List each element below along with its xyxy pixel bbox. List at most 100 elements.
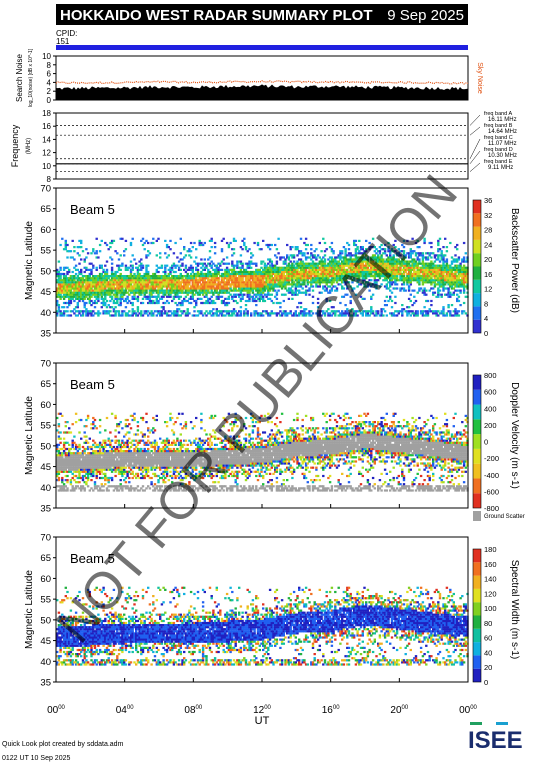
data-cell	[117, 287, 121, 290]
data-cell	[368, 310, 371, 313]
data-cell	[277, 272, 280, 276]
data-cell	[327, 275, 330, 278]
data-cell	[201, 301, 205, 305]
data-cell	[73, 279, 76, 282]
data-cell	[66, 291, 69, 294]
data-cell	[61, 272, 64, 276]
data-cell	[59, 287, 62, 290]
data-cell	[73, 246, 76, 249]
data-cell	[267, 268, 270, 271]
data-cell	[389, 275, 392, 278]
data-cell	[57, 479, 61, 482]
data-cell	[207, 312, 210, 315]
data-cell	[80, 287, 83, 290]
data-cell	[334, 258, 337, 261]
data-cell	[292, 266, 296, 269]
data-cell	[385, 268, 388, 271]
data-cell	[289, 287, 292, 290]
data-cell	[80, 297, 83, 300]
data-cell	[416, 310, 419, 313]
data-cell	[73, 250, 76, 253]
data-cell	[361, 312, 364, 315]
data-cell	[88, 287, 91, 290]
data-cell	[112, 289, 116, 292]
data-cell	[62, 275, 66, 278]
data-cell	[289, 272, 292, 276]
data-cell	[93, 252, 97, 255]
data-cell	[207, 289, 210, 292]
data-cell	[253, 287, 256, 290]
data-cell	[274, 295, 277, 298]
data-cell	[232, 272, 236, 276]
data-cell	[349, 310, 352, 313]
data-cell	[394, 301, 397, 305]
data-cell	[123, 277, 126, 280]
data-cell	[227, 283, 231, 286]
data-cell	[93, 279, 97, 282]
data-cell	[389, 283, 392, 286]
data-cell	[69, 483, 73, 486]
data-cell	[92, 443, 95, 446]
data-cell	[225, 279, 229, 282]
data-cell	[145, 270, 148, 274]
data-cell	[181, 262, 184, 265]
data-cell	[66, 256, 69, 259]
data-cell	[366, 256, 370, 259]
data-cell	[227, 268, 231, 271]
data-cell	[217, 277, 220, 280]
data-cell	[104, 297, 107, 300]
data-cell	[277, 266, 280, 269]
data-cell	[440, 293, 443, 296]
data-cell	[102, 293, 105, 296]
data-cell	[375, 310, 378, 313]
data-cell	[83, 293, 86, 296]
data-cell	[292, 268, 296, 271]
data-cell	[138, 285, 141, 288]
data-cell	[457, 258, 461, 261]
colorbar-tick-label: 8	[484, 299, 488, 308]
data-cell	[200, 275, 203, 278]
data-cell	[385, 264, 388, 267]
data-cell	[313, 272, 316, 276]
data-cell	[373, 283, 376, 286]
data-cell	[366, 275, 370, 278]
data-cell	[365, 264, 368, 267]
data-cell	[186, 289, 189, 292]
data-cell	[195, 291, 198, 294]
latitude-ytick-label: 40	[40, 308, 51, 319]
data-cell	[71, 256, 74, 259]
data-cell	[198, 287, 201, 290]
data-cell	[150, 293, 153, 296]
data-cell	[157, 277, 160, 280]
data-cell	[97, 285, 100, 288]
data-cell	[243, 237, 246, 240]
data-cell	[104, 472, 107, 475]
data-cell	[208, 250, 212, 253]
data-cell	[205, 277, 208, 280]
data-cell	[61, 289, 64, 292]
data-cell	[114, 270, 117, 274]
data-cell	[375, 270, 378, 274]
data-cell	[270, 312, 273, 315]
data-cell	[238, 293, 241, 296]
data-cell	[92, 301, 95, 305]
data-cell	[387, 266, 390, 269]
data-cell	[291, 289, 294, 292]
data-cell	[117, 283, 121, 286]
data-cell	[287, 256, 291, 259]
data-cell	[267, 272, 270, 276]
data-cell	[215, 266, 218, 269]
data-cell	[140, 283, 143, 286]
data-cell	[361, 260, 364, 263]
data-cell	[176, 312, 179, 315]
data-cell	[225, 289, 229, 292]
data-cell	[176, 308, 179, 311]
data-cell	[195, 262, 198, 265]
data-cell	[318, 268, 321, 271]
data-cell	[222, 279, 225, 282]
data-cell	[454, 308, 457, 311]
data-cell	[304, 268, 308, 271]
colorbar-tick-label: 28	[484, 226, 492, 235]
data-cell	[165, 289, 169, 292]
frequency-band-leader	[469, 162, 481, 172]
